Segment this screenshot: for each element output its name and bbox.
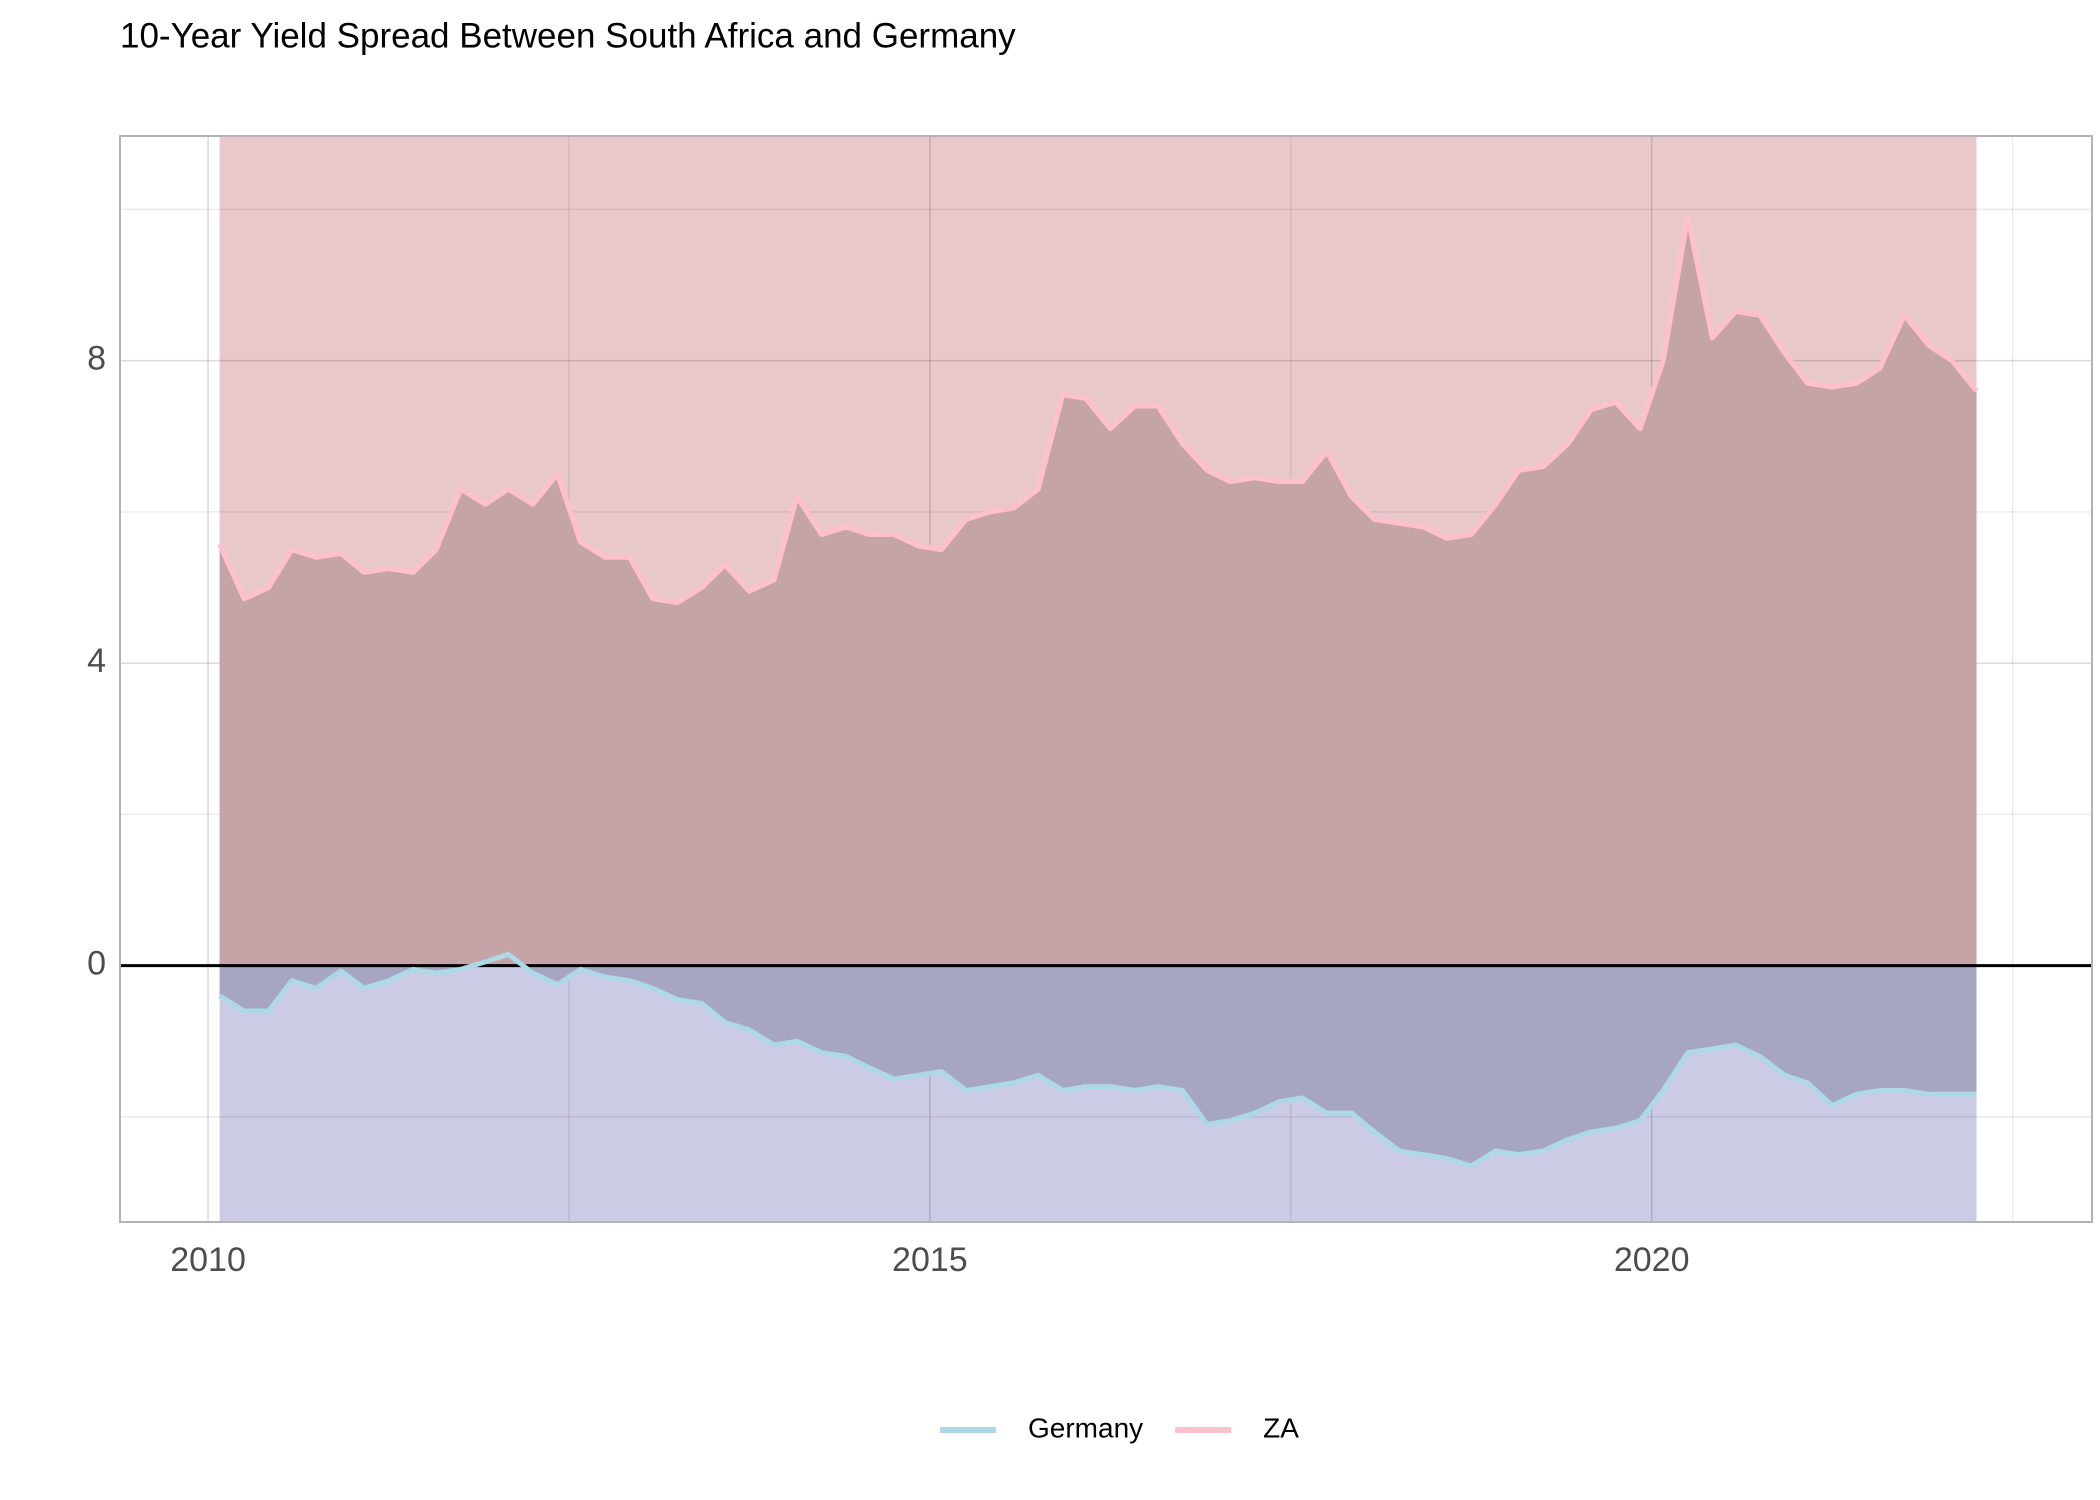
x-tick-label: 2010 <box>170 1241 246 1279</box>
series-line <box>217 214 1979 606</box>
legend-label: Germany <box>1028 1412 1143 1443</box>
y-tick-label: 8 <box>87 340 106 378</box>
area <box>219 216 1977 966</box>
y-tick-label: 4 <box>87 642 106 680</box>
area <box>219 954 1977 1167</box>
plot-border <box>119 135 2093 1223</box>
x-tick-label: 2020 <box>1614 1241 1690 1279</box>
legend-label: ZA <box>1263 1412 1299 1443</box>
chart-title: 10-Year Yield Spread Between South Afric… <box>120 16 1016 55</box>
y-tick-label: 0 <box>87 945 106 983</box>
x-tick-label: 2015 <box>892 1241 968 1279</box>
series-line <box>218 951 1977 1169</box>
